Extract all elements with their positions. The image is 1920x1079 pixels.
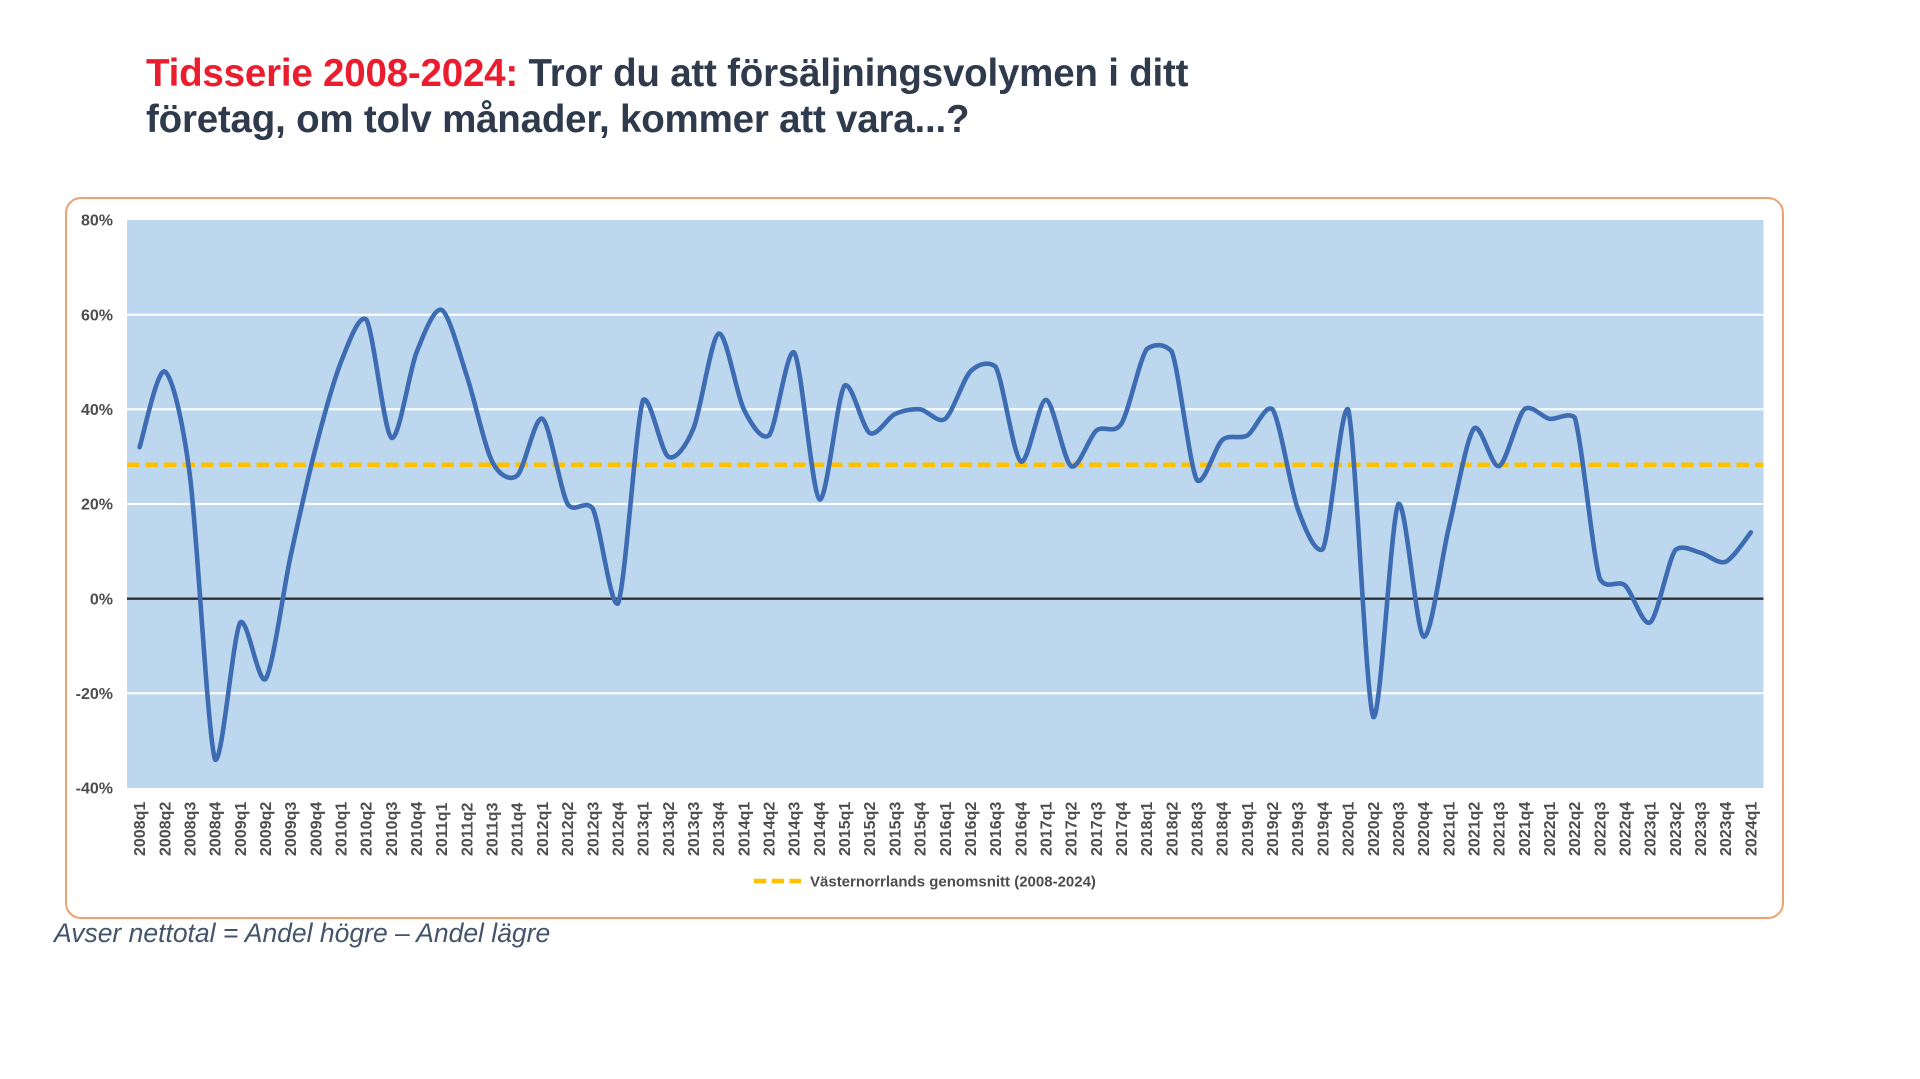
svg-text:2010q1: 2010q1: [334, 802, 351, 856]
svg-text:2017q3: 2017q3: [1089, 802, 1106, 856]
svg-text:2012q3: 2012q3: [585, 802, 602, 856]
svg-text:2009q4: 2009q4: [308, 802, 325, 856]
svg-text:2022q2: 2022q2: [1567, 802, 1584, 856]
svg-text:2014q3: 2014q3: [787, 802, 804, 856]
svg-text:2013q4: 2013q4: [711, 802, 728, 856]
svg-text:2021q1: 2021q1: [1441, 802, 1458, 856]
svg-text:2022q4: 2022q4: [1618, 802, 1635, 856]
svg-text:2016q2: 2016q2: [963, 802, 980, 856]
svg-text:60%: 60%: [81, 307, 113, 324]
svg-text:2015q1: 2015q1: [837, 802, 854, 856]
svg-text:2020q1: 2020q1: [1341, 802, 1358, 856]
svg-text:20%: 20%: [81, 497, 113, 514]
svg-text:2021q2: 2021q2: [1467, 802, 1484, 856]
svg-text:2011q1: 2011q1: [434, 803, 451, 856]
svg-text:2013q1: 2013q1: [636, 802, 653, 856]
svg-text:Västernorrlands genomsnitt (20: Västernorrlands genomsnitt (2008-2024): [810, 874, 1096, 891]
svg-text:2014q4: 2014q4: [812, 802, 829, 856]
svg-text:2011q2: 2011q2: [459, 803, 476, 856]
svg-text:2017q2: 2017q2: [1064, 802, 1081, 856]
svg-text:2022q3: 2022q3: [1592, 802, 1609, 856]
svg-text:2023q4: 2023q4: [1718, 802, 1735, 856]
svg-text:2020q3: 2020q3: [1391, 802, 1408, 856]
svg-text:2010q2: 2010q2: [359, 802, 376, 856]
svg-text:2016q3: 2016q3: [988, 802, 1005, 856]
svg-text:2019q1: 2019q1: [1240, 802, 1257, 856]
svg-text:2020q4: 2020q4: [1416, 802, 1433, 856]
svg-text:2023q1: 2023q1: [1643, 802, 1660, 856]
svg-text:2018q4: 2018q4: [1215, 802, 1232, 856]
svg-text:2021q3: 2021q3: [1492, 802, 1509, 856]
svg-text:0%: 0%: [90, 591, 113, 608]
svg-text:2015q3: 2015q3: [887, 802, 904, 856]
svg-text:2022q1: 2022q1: [1542, 802, 1559, 856]
svg-text:80%: 80%: [81, 213, 113, 230]
svg-text:2010q3: 2010q3: [384, 802, 401, 856]
svg-text:2015q2: 2015q2: [862, 802, 879, 856]
svg-text:2023q3: 2023q3: [1693, 802, 1710, 856]
svg-text:2016q4: 2016q4: [1013, 802, 1030, 856]
svg-text:2013q3: 2013q3: [686, 802, 703, 856]
svg-text:2009q2: 2009q2: [258, 802, 275, 856]
svg-text:2014q2: 2014q2: [762, 802, 779, 856]
svg-text:2019q3: 2019q3: [1290, 802, 1307, 856]
svg-text:2016q1: 2016q1: [938, 802, 955, 856]
svg-text:2013q2: 2013q2: [661, 802, 678, 856]
svg-text:2021q4: 2021q4: [1517, 802, 1534, 856]
svg-text:2017q4: 2017q4: [1114, 802, 1131, 856]
svg-text:2009q1: 2009q1: [233, 802, 250, 856]
svg-text:2008q1: 2008q1: [132, 802, 149, 856]
svg-text:2014q1: 2014q1: [736, 802, 753, 856]
svg-text:2009q3: 2009q3: [283, 802, 300, 856]
svg-text:2012q2: 2012q2: [560, 802, 577, 856]
svg-text:2023q2: 2023q2: [1668, 802, 1685, 856]
svg-text:40%: 40%: [81, 402, 113, 419]
svg-text:2010q4: 2010q4: [409, 802, 426, 856]
svg-text:2019q2: 2019q2: [1265, 802, 1282, 856]
svg-text:2008q4: 2008q4: [208, 802, 225, 856]
svg-text:2012q1: 2012q1: [535, 802, 552, 856]
svg-text:2011q4: 2011q4: [510, 803, 527, 856]
svg-text:2024q1: 2024q1: [1743, 802, 1760, 856]
svg-text:2011q3: 2011q3: [485, 803, 502, 856]
svg-text:2019q4: 2019q4: [1315, 802, 1332, 856]
svg-text:2008q2: 2008q2: [157, 802, 174, 856]
svg-text:-40%: -40%: [76, 781, 113, 798]
svg-text:2018q2: 2018q2: [1164, 802, 1181, 856]
svg-text:2012q4: 2012q4: [611, 802, 628, 856]
svg-text:-20%: -20%: [76, 686, 113, 703]
svg-text:2020q2: 2020q2: [1366, 802, 1383, 856]
svg-text:2018q3: 2018q3: [1190, 802, 1207, 856]
svg-text:2008q3: 2008q3: [182, 802, 199, 856]
svg-text:2017q1: 2017q1: [1039, 802, 1056, 856]
svg-text:2018q1: 2018q1: [1139, 802, 1156, 856]
svg-text:2015q4: 2015q4: [913, 802, 930, 856]
